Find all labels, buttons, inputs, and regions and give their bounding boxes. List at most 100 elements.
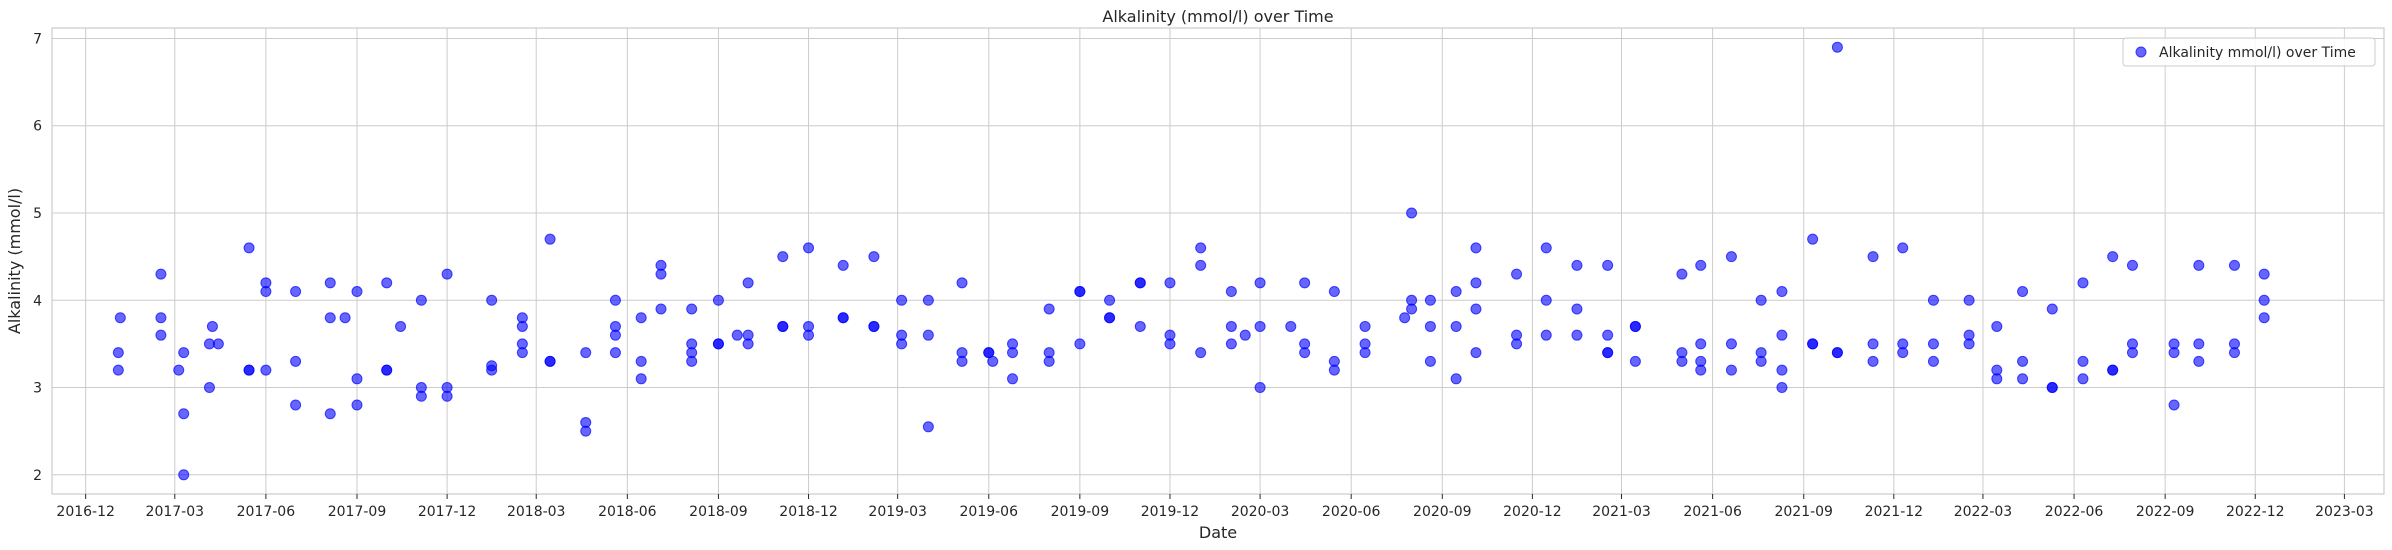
data-point [1927, 294, 1939, 306]
data-point [1927, 355, 1939, 367]
data-point [731, 329, 743, 341]
data-point [114, 312, 126, 324]
y-tick-label: 7 [33, 31, 42, 47]
data-point [1695, 364, 1707, 376]
data-point [1104, 312, 1116, 324]
data-point [1540, 242, 1552, 254]
data-point [206, 320, 218, 332]
data-point [1450, 286, 1462, 298]
data-point [868, 320, 880, 332]
data-point [742, 338, 754, 350]
data-point [1164, 338, 1176, 350]
data-point [2168, 399, 2180, 411]
data-point [290, 286, 302, 298]
data-point [1104, 294, 1116, 306]
data-point [324, 277, 336, 289]
y-axis-title: Alkalinity (mmol/l) [5, 188, 24, 334]
data-point [655, 303, 667, 315]
data-point [987, 355, 999, 367]
data-point [803, 329, 815, 341]
data-point [1450, 320, 1462, 332]
data-point [1897, 242, 1909, 254]
x-gridlines [85, 28, 2345, 494]
data-point [1470, 242, 1482, 254]
data-point [2168, 347, 2180, 359]
data-point [2258, 312, 2270, 324]
legend: Alkalinity mmol/l) over Time [2122, 37, 2376, 67]
data-point [260, 286, 272, 298]
data-point [1450, 373, 1462, 385]
x-tick-label: 2020-12 [1503, 504, 1562, 520]
data-point [415, 390, 427, 402]
data-point [2077, 355, 2089, 367]
data-point [1328, 364, 1340, 376]
data-point [922, 421, 934, 433]
data-point [2017, 373, 2029, 385]
data-point [2107, 364, 2119, 376]
data-point [544, 233, 556, 245]
data-point [1043, 303, 1055, 315]
data-point [155, 268, 167, 280]
data-point [896, 294, 908, 306]
data-point [655, 268, 667, 280]
data-point [1867, 338, 1879, 350]
data-point [1406, 207, 1418, 219]
data-point [1602, 329, 1614, 341]
data-point [395, 320, 407, 332]
data-point [1285, 320, 1297, 332]
data-point [896, 338, 908, 350]
data-point [1225, 338, 1237, 350]
x-tick-label: 2021-12 [1865, 504, 1924, 520]
data-point [1195, 347, 1207, 359]
data-point [1725, 251, 1737, 263]
data-point [2017, 286, 2029, 298]
data-point [1755, 294, 1767, 306]
data-point [1540, 329, 1552, 341]
data-point [837, 259, 849, 271]
data-point [777, 320, 789, 332]
data-point [1807, 233, 1819, 245]
data-point [486, 364, 498, 376]
data-point [1571, 259, 1583, 271]
x-tick-label: 2022-09 [2136, 504, 2195, 520]
plot-frame [51, 27, 2385, 495]
data-point [2193, 259, 2205, 271]
data-point [1225, 286, 1237, 298]
data-point [1359, 320, 1371, 332]
data-point [609, 294, 621, 306]
data-point [1511, 338, 1523, 350]
data-point [324, 408, 336, 420]
y-tick-label: 2 [33, 468, 42, 484]
data-point [1225, 320, 1237, 332]
data-point [1927, 338, 1939, 350]
y-gridlines [52, 37, 2384, 476]
data-point [686, 303, 698, 315]
data-point [155, 312, 167, 324]
data-point [544, 355, 556, 367]
data-point [1254, 382, 1266, 394]
data-point [1602, 347, 1614, 359]
data-point [178, 469, 190, 481]
data-point [324, 312, 336, 324]
data-point [837, 312, 849, 324]
data-point [1676, 268, 1688, 280]
data-point [1571, 329, 1583, 341]
data-point [922, 294, 934, 306]
data-point [1776, 364, 1788, 376]
y-tick-label: 5 [33, 206, 42, 222]
data-point [2193, 355, 2205, 367]
x-tick-labels: 2016-12 2017-03 2017-06 2017-09 2017-12 2018-… [56, 504, 2373, 520]
data-point [1897, 347, 1909, 359]
data-point [1043, 355, 1055, 367]
data-point [2046, 303, 2058, 315]
data-point [1571, 303, 1583, 315]
data-point [1963, 338, 1975, 350]
data-point [441, 390, 453, 402]
data-point [441, 268, 453, 280]
data-point [1007, 347, 1019, 359]
data-point [1991, 373, 2003, 385]
x-tick-label: 2017-06 [237, 504, 296, 520]
data-point [1807, 338, 1819, 350]
data-point [1776, 382, 1788, 394]
